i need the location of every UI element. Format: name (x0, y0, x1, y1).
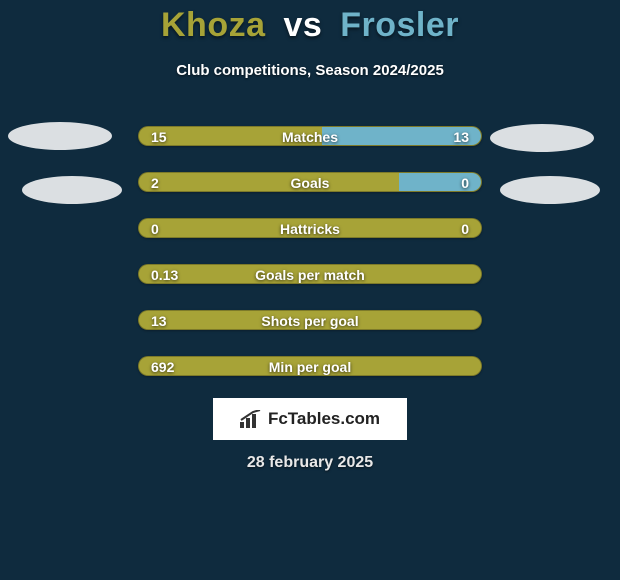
brand-text: FcTables.com (268, 409, 380, 429)
player2-avatar-glow (490, 124, 594, 152)
title: Khoza vs Frosler (0, 6, 620, 45)
stat-row: Hattricks0 0 (138, 218, 482, 238)
stat-row: Goals per match0.13 (138, 264, 482, 284)
comparison-infographic: Khoza vs Frosler Club competitions, Seas… (0, 0, 620, 580)
chart-icon (240, 410, 262, 428)
subtitle: Club competitions, Season 2024/2025 (0, 62, 620, 79)
stat-row: Min per goal692 (138, 356, 482, 376)
stat-label: Min per goal (139, 357, 481, 376)
player2-avatar-glow-2 (500, 176, 600, 204)
stat-value-left: 2 (151, 173, 159, 192)
stat-label: Goals (139, 173, 481, 192)
player2-name: Frosler (340, 6, 459, 44)
stat-value-left: 13 (151, 311, 167, 330)
stat-value-left: 15 (151, 127, 167, 146)
player1-avatar-glow-2 (22, 176, 122, 204)
stat-value-right: 0 (461, 173, 469, 192)
brand-badge: FcTables.com (213, 398, 407, 440)
stat-label: Hattricks (139, 219, 481, 238)
stat-row: Matches15 13 (138, 126, 482, 146)
stat-bars: Matches1513Goals20Hattricks00Goals per m… (138, 126, 482, 402)
player1-name: Khoza (161, 6, 266, 44)
stat-row: Shots per goal13 (138, 310, 482, 330)
stat-value-right: 0 (461, 219, 469, 238)
stat-value-left: 0 (151, 219, 159, 238)
stat-label: Matches (139, 127, 481, 146)
vs-label: vs (283, 6, 322, 44)
stat-row: Goals2 0 (138, 172, 482, 192)
stat-label: Shots per goal (139, 311, 481, 330)
footer-date: 28 february 2025 (0, 454, 620, 472)
stat-label: Goals per match (139, 265, 481, 284)
stat-value-left: 0.13 (151, 265, 178, 284)
stat-value-left: 692 (151, 357, 174, 376)
stat-value-right: 13 (453, 127, 469, 146)
player1-avatar-glow (8, 122, 112, 150)
